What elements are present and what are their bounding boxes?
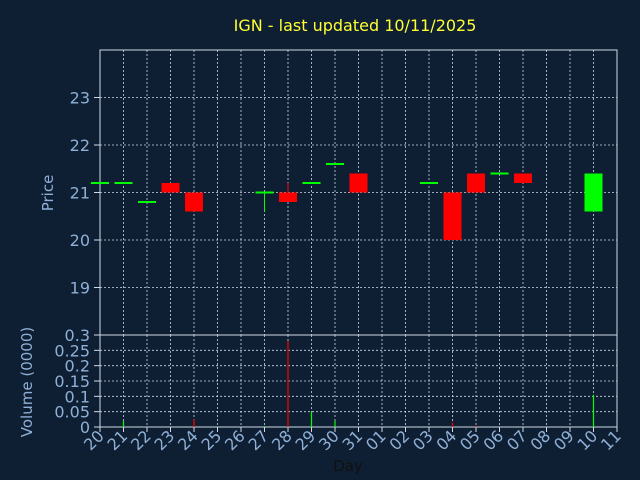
volume-y-tick-label: 0.2 <box>65 357 90 376</box>
candle-body <box>138 201 156 203</box>
price-y-tick-label: 23 <box>70 89 90 108</box>
candle-body <box>443 192 462 240</box>
candle-body <box>91 182 109 184</box>
price-axis-label: Price <box>39 175 57 212</box>
price-panel: 19 20 21 22 23 <box>70 49 618 336</box>
volume-panel: 00.050.10.150.20.250.3202122232425262728… <box>54 326 624 454</box>
candle-body <box>420 182 438 184</box>
price-y-tick-label: 20 <box>70 231 90 250</box>
volume-y-tick-label: 0.3 <box>65 326 90 345</box>
volume-y-tick-label: 0.1 <box>65 387 90 406</box>
volume-y-tick-label: 0.05 <box>54 403 90 422</box>
price-y-tick-label: 21 <box>70 184 90 203</box>
candle-body <box>302 182 321 184</box>
candle-body <box>114 182 133 184</box>
candle-body <box>490 172 509 175</box>
candle-body <box>514 173 532 183</box>
price-y-tick-label: 19 <box>70 279 90 298</box>
candle-body <box>326 163 344 165</box>
candle-body <box>467 173 485 193</box>
candle-body <box>255 191 274 194</box>
volume-y-tick-label: 0.25 <box>54 341 90 360</box>
volume-axis-label: Volume (0000) <box>18 327 36 437</box>
chart-title: IGN - last updated 10/11/2025 <box>234 16 477 35</box>
price-y-tick-label: 22 <box>70 136 90 155</box>
candle-body <box>584 173 603 212</box>
candle-body <box>161 183 180 193</box>
candle-body <box>279 192 297 202</box>
volume-y-tick-label: 0 <box>80 418 90 437</box>
candle-body <box>185 192 203 212</box>
x-axis-label: Day <box>333 457 363 475</box>
volume-y-tick-label: 0.15 <box>54 372 90 391</box>
candle-body <box>349 173 368 193</box>
